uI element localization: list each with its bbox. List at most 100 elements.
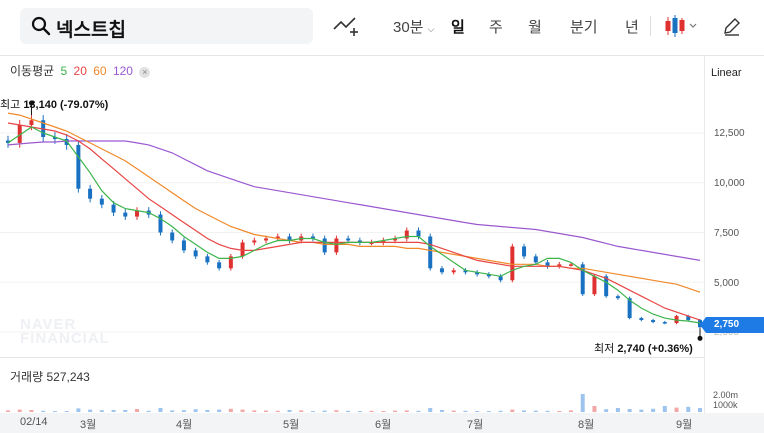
volume-bar	[557, 411, 562, 412]
candle-body	[158, 214, 163, 233]
candle-body	[334, 238, 339, 253]
tab-period-week[interactable]: 주	[489, 19, 503, 36]
candle-body	[580, 264, 585, 295]
volume-bar	[522, 410, 527, 412]
volume-bar	[240, 409, 245, 412]
current-price-tag: 2,750	[700, 317, 764, 333]
ma120-line	[7, 140, 701, 261]
candle-body	[615, 296, 620, 299]
ma60-label: 60	[93, 64, 107, 78]
candle-body	[135, 210, 140, 217]
candle-body	[264, 238, 269, 241]
close-icon[interactable]: ×	[139, 67, 151, 78]
candle-body	[604, 276, 609, 297]
tab-period-quarter[interactable]: 분기	[570, 19, 598, 36]
y-tick-label: 10,000	[714, 178, 745, 189]
watermark-line: NAVER	[20, 316, 77, 333]
candle-body	[404, 230, 409, 239]
ma-legend[interactable]: 이동평균 5 20 60 120 ×	[10, 62, 153, 79]
volume-tick-label: 2.00m	[713, 390, 739, 400]
candle-body	[416, 230, 421, 237]
low-annotation: 최저 2,740 (+0.36%)	[594, 340, 693, 356]
volume-bar	[181, 410, 186, 412]
volume-bar	[52, 411, 57, 412]
volume-bar	[334, 410, 339, 412]
candle-body	[310, 236, 315, 239]
search-input[interactable]: 넥스트칩	[20, 8, 313, 44]
x-tick-label: 5월	[283, 419, 300, 431]
volume-bar	[381, 411, 386, 412]
candle-body	[111, 204, 116, 213]
ma5-label: 5	[60, 64, 68, 78]
candlestick-icon[interactable]	[664, 15, 698, 37]
candle-body	[557, 264, 562, 267]
volume-bar	[627, 409, 632, 412]
x-tick-label: 6월	[375, 419, 392, 431]
x-tick-label: 9월	[676, 419, 693, 431]
candle-body	[545, 262, 550, 267]
tab-period-year[interactable]: 년	[625, 19, 639, 36]
tab-period-day[interactable]: 일	[451, 19, 465, 36]
volume-bar	[498, 410, 503, 412]
volume-bar	[545, 410, 550, 412]
x-axis	[0, 413, 764, 433]
low-marker	[697, 335, 703, 341]
candle-body	[29, 120, 34, 126]
chevron-down-icon: ⌵	[427, 24, 435, 34]
volume-bar	[592, 406, 597, 412]
candle-body	[240, 242, 245, 257]
candle-body	[357, 240, 362, 243]
x-tick-label: 02/14	[20, 416, 48, 428]
volume-bar	[686, 406, 691, 412]
volume-bar	[404, 410, 409, 412]
volume-bar	[17, 409, 22, 412]
y-tick-label: 12,500	[714, 128, 745, 139]
tab-period-month[interactable]: 월	[528, 19, 542, 36]
x-tick-label: 7월	[467, 419, 484, 431]
candle-body	[393, 238, 398, 241]
volume-bar	[533, 410, 538, 412]
volume-bar	[170, 410, 175, 412]
candle-body	[17, 125, 22, 143]
high-annotation: 최고 13,140 (-79.07%)	[0, 96, 108, 112]
candle-body	[193, 250, 198, 257]
watermark-line: FINANCIAL	[20, 330, 110, 347]
toolbar-divider	[0, 55, 764, 56]
toolbar: 넥스트칩 30분 ⌵ 일 주 월 분기 년	[0, 0, 764, 52]
pencil-icon[interactable]	[722, 16, 742, 36]
volume-bar	[580, 394, 585, 412]
volume-bar	[322, 410, 327, 412]
candle-body	[381, 240, 386, 243]
candle-body	[52, 136, 57, 139]
volume-bar	[651, 408, 656, 412]
candle-body	[252, 240, 257, 243]
volume-bar	[252, 410, 257, 412]
candle-body	[369, 242, 374, 244]
volume-bar	[275, 410, 280, 412]
volume-bar	[299, 410, 304, 412]
volume-bar	[135, 409, 140, 412]
high-value: 13,140 (-79.07%)	[23, 99, 109, 111]
candle-body	[475, 272, 480, 275]
candle-body	[205, 256, 210, 263]
scale-mode-toggle[interactable]: Linear	[711, 67, 742, 79]
volume-bar	[639, 409, 644, 412]
volume-bar	[6, 410, 10, 412]
ma5-line	[7, 126, 701, 324]
y-tick-label: 7,500	[714, 228, 740, 239]
volume-bar	[217, 409, 222, 412]
volume-bar	[287, 410, 292, 412]
candle-body	[533, 256, 538, 263]
add-indicator-icon[interactable]	[333, 15, 359, 37]
candle-body	[498, 276, 503, 281]
interval-dropdown[interactable]: 30분 ⌵	[393, 16, 435, 37]
candle-body	[275, 236, 280, 239]
candle-body	[217, 262, 222, 269]
candle-body	[428, 236, 433, 269]
candle-body	[639, 318, 644, 321]
low-label: 최저	[594, 343, 615, 355]
volume-bar	[416, 410, 421, 412]
divider	[650, 16, 651, 36]
volume-legend: 거래량 527,243	[10, 368, 90, 385]
